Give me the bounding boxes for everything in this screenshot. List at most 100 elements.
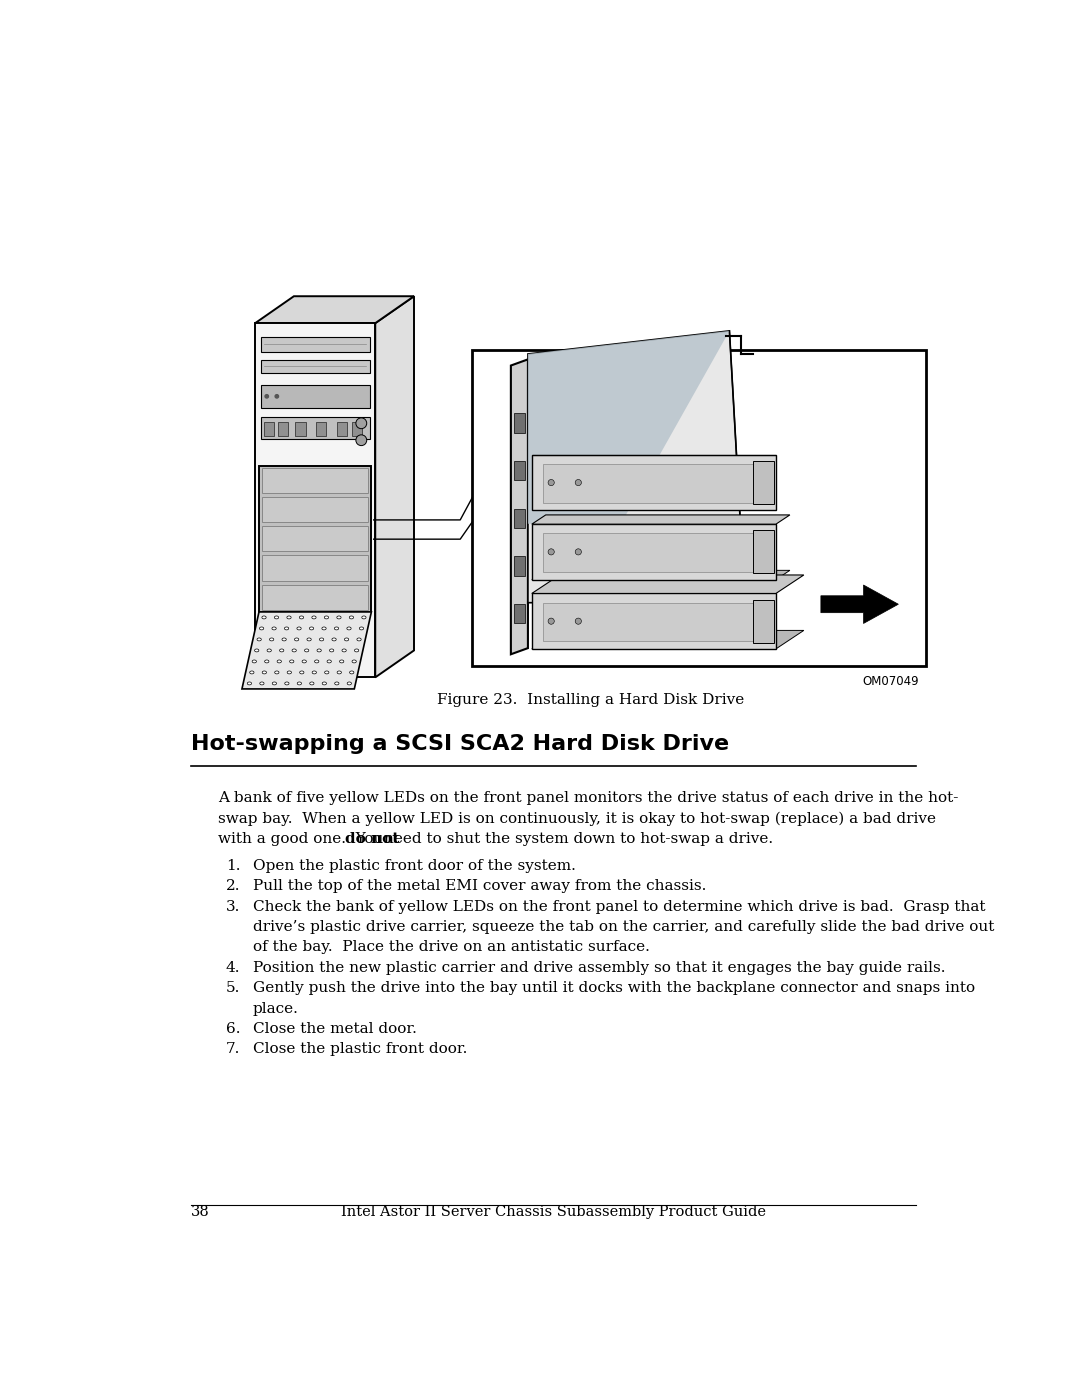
Polygon shape (242, 612, 372, 689)
Ellipse shape (322, 682, 326, 685)
Ellipse shape (362, 616, 366, 619)
Ellipse shape (356, 638, 361, 641)
Polygon shape (255, 296, 414, 323)
Text: Figure 23.  Installing a Hard Disk Drive: Figure 23. Installing a Hard Disk Drive (436, 693, 744, 707)
Ellipse shape (287, 671, 292, 673)
Bar (543, 534, 760, 571)
Bar (753, 461, 774, 504)
Ellipse shape (325, 671, 329, 673)
Ellipse shape (314, 659, 319, 664)
Ellipse shape (299, 671, 303, 673)
Text: Open the plastic front door of the system.: Open the plastic front door of the syste… (253, 859, 576, 873)
Bar (315, 422, 326, 436)
Text: of the bay.  Place the drive on an antistatic surface.: of the bay. Place the drive on an antist… (253, 940, 650, 954)
Ellipse shape (255, 650, 259, 652)
Polygon shape (511, 359, 528, 654)
Polygon shape (531, 570, 789, 580)
Bar (260, 360, 369, 373)
Bar (543, 464, 760, 503)
Ellipse shape (305, 650, 309, 652)
Circle shape (356, 418, 367, 429)
Bar (262, 556, 368, 581)
Ellipse shape (287, 616, 292, 619)
Text: with a good one.  You: with a good one. You (218, 833, 388, 847)
Ellipse shape (354, 650, 359, 652)
Ellipse shape (299, 616, 303, 619)
Ellipse shape (260, 682, 264, 685)
Text: Close the metal door.: Close the metal door. (253, 1023, 417, 1037)
Text: Hot-swapping a SCSI SCA2 Hard Disk Drive: Hot-swapping a SCSI SCA2 Hard Disk Drive (191, 733, 729, 753)
Ellipse shape (289, 659, 294, 664)
Text: 6.: 6. (226, 1023, 240, 1037)
Text: place.: place. (253, 1002, 299, 1016)
Ellipse shape (347, 627, 351, 630)
Polygon shape (531, 524, 775, 580)
Bar (260, 384, 369, 408)
Polygon shape (531, 630, 804, 648)
Bar (262, 468, 368, 493)
Circle shape (576, 479, 581, 486)
Ellipse shape (270, 638, 273, 641)
Bar (753, 599, 774, 643)
Ellipse shape (265, 659, 269, 664)
Text: A bank of five yellow LEDs on the front panel monitors the drive status of each : A bank of five yellow LEDs on the front … (218, 791, 958, 805)
Ellipse shape (345, 638, 349, 641)
Ellipse shape (322, 627, 326, 630)
Polygon shape (531, 455, 775, 510)
Circle shape (548, 617, 554, 624)
Bar (352, 422, 362, 436)
Bar (279, 422, 288, 436)
Bar (514, 605, 525, 623)
Bar (472, 351, 926, 666)
Ellipse shape (360, 627, 364, 630)
Text: Position the new plastic carrier and drive assembly so that it engages the bay g: Position the new plastic carrier and dri… (253, 961, 945, 975)
Polygon shape (531, 576, 804, 594)
Ellipse shape (309, 627, 313, 630)
Bar (543, 602, 760, 641)
Polygon shape (531, 594, 775, 648)
Ellipse shape (307, 638, 311, 641)
Text: drive’s plastic drive carrier, squeeze the tab on the carrier, and carefully sli: drive’s plastic drive carrier, squeeze t… (253, 921, 995, 935)
Ellipse shape (274, 616, 279, 619)
Ellipse shape (284, 627, 288, 630)
Ellipse shape (349, 616, 353, 619)
Text: 3.: 3. (226, 900, 240, 914)
Ellipse shape (262, 671, 267, 673)
Ellipse shape (257, 638, 261, 641)
Text: 7.: 7. (226, 1042, 240, 1056)
Text: OM07049: OM07049 (863, 675, 919, 689)
Circle shape (576, 617, 581, 624)
Ellipse shape (337, 616, 341, 619)
Circle shape (576, 549, 581, 555)
Bar (262, 497, 368, 522)
Circle shape (275, 394, 279, 398)
Bar (260, 337, 369, 352)
Ellipse shape (252, 659, 256, 664)
Ellipse shape (295, 638, 299, 641)
Ellipse shape (350, 671, 354, 673)
Bar (753, 531, 774, 573)
Bar (514, 556, 525, 576)
Ellipse shape (339, 659, 343, 664)
Ellipse shape (342, 650, 347, 652)
Ellipse shape (259, 627, 264, 630)
Ellipse shape (327, 659, 332, 664)
Ellipse shape (302, 659, 307, 664)
Text: Intel Astor II Server Chassis Subassembly Product Guide: Intel Astor II Server Chassis Subassembl… (341, 1204, 766, 1218)
Polygon shape (255, 323, 375, 678)
Ellipse shape (297, 627, 301, 630)
Text: need to shut the system down to hot-swap a drive.: need to shut the system down to hot-swap… (383, 833, 773, 847)
Ellipse shape (318, 650, 321, 652)
Ellipse shape (337, 671, 341, 673)
Bar (514, 461, 525, 481)
Ellipse shape (274, 671, 279, 673)
Ellipse shape (278, 659, 282, 664)
Text: 1.: 1. (226, 859, 240, 873)
Ellipse shape (249, 671, 254, 673)
Ellipse shape (272, 682, 276, 685)
Bar (296, 422, 306, 436)
Ellipse shape (247, 682, 252, 685)
Ellipse shape (310, 682, 314, 685)
Polygon shape (375, 296, 414, 678)
Text: Close the plastic front door.: Close the plastic front door. (253, 1042, 468, 1056)
